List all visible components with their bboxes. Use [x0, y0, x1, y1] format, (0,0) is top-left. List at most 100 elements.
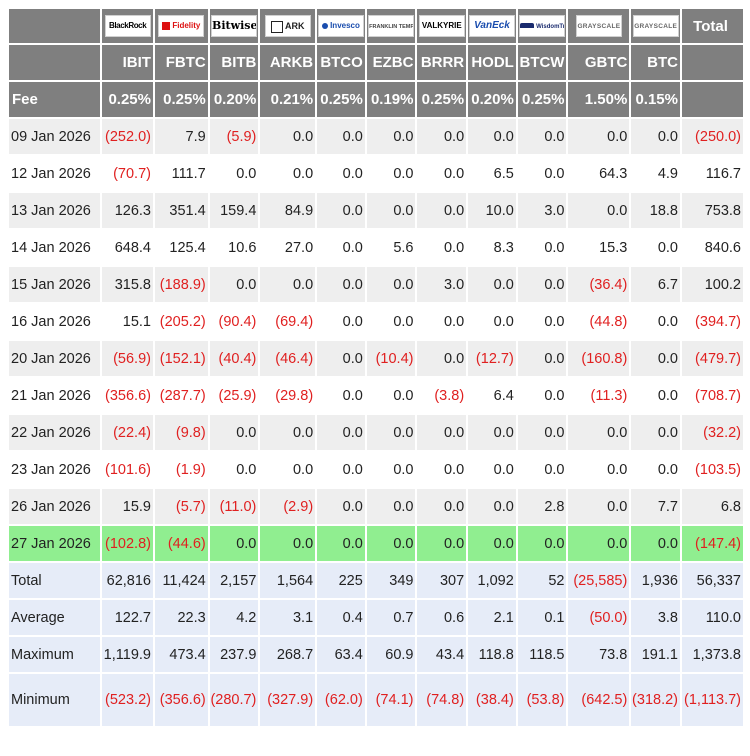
flow-value-cell: 1,119.9: [102, 637, 153, 672]
flow-value-cell: 2.8: [517, 489, 567, 524]
flow-value-cell: 6.7: [631, 267, 680, 302]
flow-value-cell: 73.8: [568, 637, 630, 672]
row-total-cell: 100.2: [682, 267, 743, 302]
flow-value-cell: (102.8): [102, 526, 153, 561]
flow-value-cell: 0.0: [517, 156, 567, 191]
flow-value-cell: 6.4: [468, 378, 516, 413]
summary-row: Total 62,816 11,424 2,157 1,564 225 349 307 1,09…: [9, 563, 743, 598]
flow-value-cell: 0.0: [417, 304, 467, 339]
wisdomtree-logo: WisdomTree: [519, 15, 566, 37]
flow-value-cell: 7.9: [154, 119, 208, 154]
flow-value-cell: 225: [317, 563, 365, 598]
flow-value-cell: 0.0: [366, 193, 416, 228]
ticker-header: BTCW: [517, 45, 567, 80]
date-cell: 12 Jan 2026: [9, 156, 101, 191]
ticker-header: BTCO: [317, 45, 365, 80]
flow-value-cell: (44.6): [154, 526, 208, 561]
flow-value-cell: (318.2): [631, 674, 680, 726]
table-row: 16 Jan 2026 15.1 (205.2) (90.4) (69.4) 0.0 0.0…: [9, 304, 743, 339]
flow-value-cell: 0.0: [568, 119, 630, 154]
row-total-cell: 753.8: [682, 193, 743, 228]
flow-value-cell: 0.0: [417, 526, 467, 561]
flow-value-cell: 0.0: [260, 415, 316, 450]
flow-value-cell: 0.0: [366, 267, 416, 302]
fee-value: 0.20%: [209, 82, 259, 117]
fee-value: 0.15%: [631, 82, 680, 117]
flow-value-cell: 118.8: [468, 637, 516, 672]
flow-value-cell: (46.4): [260, 341, 316, 376]
flow-value-cell: 2,157: [209, 563, 259, 598]
row-total-cell: 840.6: [682, 230, 743, 265]
row-total-cell: (708.7): [682, 378, 743, 413]
flow-value-cell: 0.0: [517, 119, 567, 154]
fee-total-cell: [682, 82, 743, 117]
flow-value-cell: 0.0: [631, 341, 680, 376]
date-cell: 14 Jan 2026: [9, 230, 101, 265]
table-row: 21 Jan 2026 (356.6) (287.7) (25.9) (29.8) 0.0…: [9, 378, 743, 413]
ark-invest-logo: ARK: [264, 15, 311, 37]
flow-value-cell: (62.0): [317, 674, 365, 726]
daily-flows: 09 Jan 2026 (252.0) 7.9 (5.9) 0.0 0.0 0.0 0.0 0.…: [9, 119, 743, 561]
logo-cell: Invesco: [317, 9, 365, 43]
flow-value-cell: (44.8): [568, 304, 630, 339]
flow-value-cell: (36.4): [568, 267, 630, 302]
summary-label-cell: Average: [9, 600, 101, 635]
flow-value-cell: 3.1: [260, 600, 316, 635]
flow-value-cell: (12.7): [468, 341, 516, 376]
row-total-cell: (479.7): [682, 341, 743, 376]
date-cell: 27 Jan 2026: [9, 526, 101, 561]
table-row: 09 Jan 2026 (252.0) 7.9 (5.9) 0.0 0.0 0.0 0.0 0.…: [9, 119, 743, 154]
valkyrie-logo: VALKYRIE: [418, 15, 465, 37]
flow-value-cell: 0.0: [260, 156, 316, 191]
flow-value-cell: 11,424: [154, 563, 208, 598]
flow-value-cell: 473.4: [154, 637, 208, 672]
fee-row: Fee 0.25% 0.25% 0.20% 0.21% 0.25% 0.19% …: [9, 82, 743, 117]
flow-value-cell: (2.9): [260, 489, 316, 524]
flow-value-cell: 0.0: [517, 341, 567, 376]
flow-value-cell: 0.0: [417, 156, 467, 191]
flow-value-cell: 0.4: [317, 600, 365, 635]
fee-value: 0.20%: [468, 82, 516, 117]
grayscale-logo: GRAYSCALE: [632, 15, 679, 37]
flow-value-cell: (53.8): [517, 674, 567, 726]
ticker-header: IBIT: [102, 45, 153, 80]
flow-value-cell: 0.0: [366, 119, 416, 154]
fee-value: 0.21%: [260, 82, 316, 117]
flow-value-cell: (5.9): [209, 119, 259, 154]
logo-cell: FRANKLIN TEMPLETON: [366, 9, 416, 43]
flow-value-cell: 0.0: [317, 193, 365, 228]
flow-value-cell: (152.1): [154, 341, 208, 376]
row-total-cell: (147.4): [682, 526, 743, 561]
flow-value-cell: 0.0: [366, 526, 416, 561]
flow-value-cell: 307: [417, 563, 467, 598]
flow-value-cell: 0.0: [317, 304, 365, 339]
flow-value-cell: 0.0: [517, 267, 567, 302]
date-cell: 21 Jan 2026: [9, 378, 101, 413]
flow-value-cell: 0.0: [468, 267, 516, 302]
flow-value-cell: (1.9): [154, 452, 208, 487]
flow-value-cell: (5.7): [154, 489, 208, 524]
flow-value-cell: 0.0: [366, 415, 416, 450]
flow-value-cell: (90.4): [209, 304, 259, 339]
flow-value-cell: (188.9): [154, 267, 208, 302]
flow-value-cell: 0.0: [468, 415, 516, 450]
summary-row: Average 122.7 22.3 4.2 3.1 0.4 0.7 0.6 2.1 0.1 (50…: [9, 600, 743, 635]
flow-value-cell: 0.0: [417, 230, 467, 265]
flow-value-cell: 1,564: [260, 563, 316, 598]
etf-flows-table: BlackRock Fidelity Bitwise ARK Invesco F…: [7, 7, 745, 728]
flow-value-cell: 0.0: [468, 452, 516, 487]
fee-label: Fee: [9, 82, 101, 117]
date-cell: 23 Jan 2026: [9, 452, 101, 487]
flow-value-cell: 0.0: [517, 230, 567, 265]
flow-value-cell: 0.0: [417, 489, 467, 524]
flow-value-cell: 2.1: [468, 600, 516, 635]
flow-value-cell: 0.0: [209, 452, 259, 487]
logo-cell: Fidelity: [154, 9, 208, 43]
flow-value-cell: (25.9): [209, 378, 259, 413]
flow-value-cell: (9.8): [154, 415, 208, 450]
logo-cell: BlackRock: [102, 9, 153, 43]
invesco-logo: Invesco: [317, 15, 364, 37]
summary-label-cell: Minimum: [9, 674, 101, 726]
table-header: BlackRock Fidelity Bitwise ARK Invesco F…: [9, 9, 743, 117]
flow-value-cell: 125.4: [154, 230, 208, 265]
